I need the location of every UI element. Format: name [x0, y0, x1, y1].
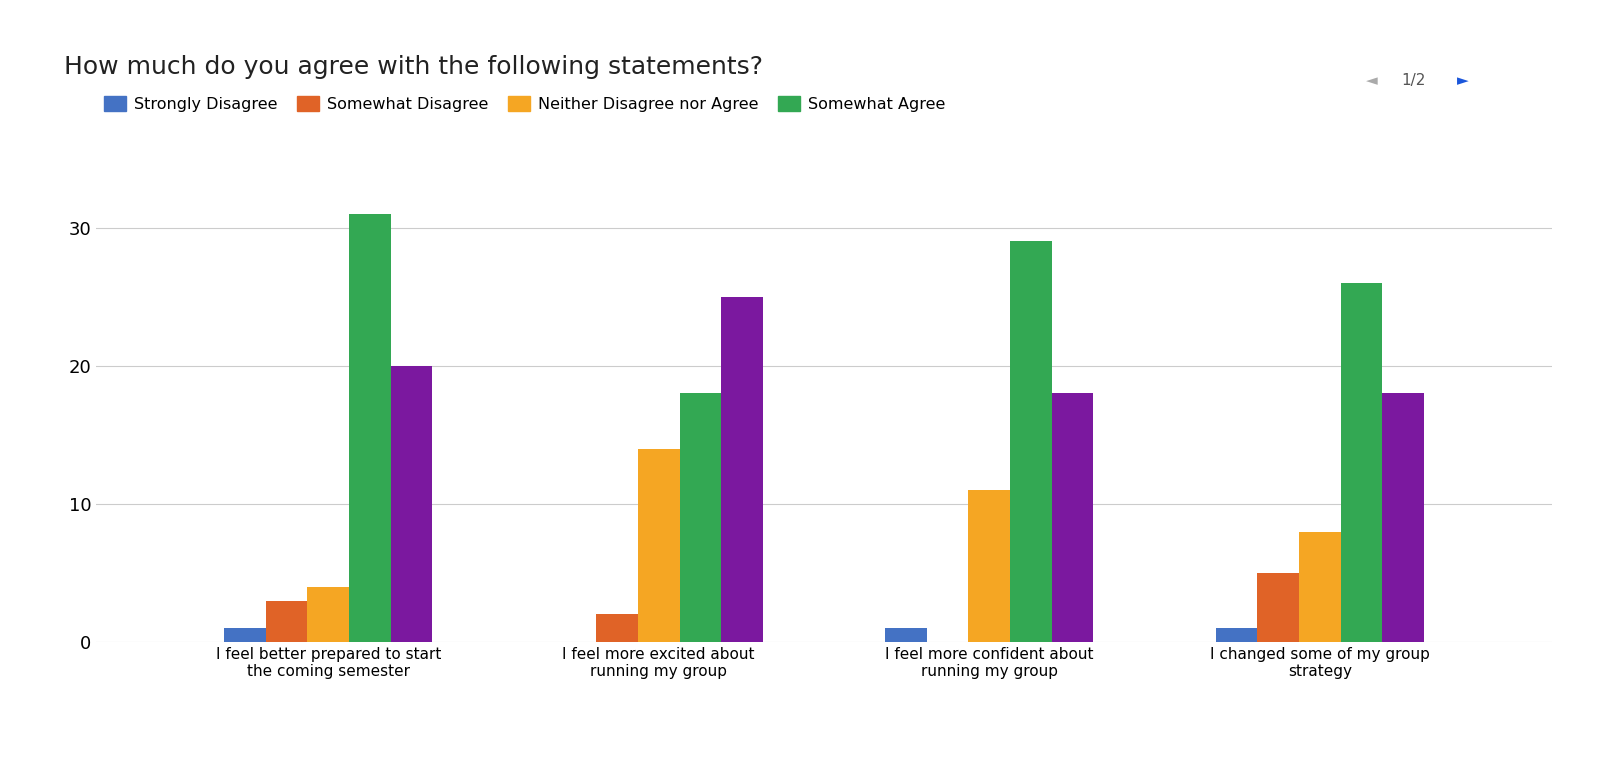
Bar — [680, 393, 722, 642]
Bar — [1051, 393, 1093, 642]
Legend: Strongly Disagree, Somewhat Disagree, Neither Disagree nor Agree, Somewhat Agree: Strongly Disagree, Somewhat Disagree, Ne… — [104, 96, 946, 112]
Bar — [597, 615, 638, 642]
Text: ►: ► — [1458, 73, 1469, 88]
Bar — [1216, 628, 1258, 642]
Bar — [968, 490, 1010, 642]
Bar — [349, 214, 390, 642]
Bar — [638, 449, 680, 642]
Bar — [266, 601, 307, 642]
Text: 1/2: 1/2 — [1402, 73, 1426, 88]
Bar — [390, 366, 432, 642]
Bar — [1299, 532, 1341, 642]
Bar — [885, 628, 926, 642]
Text: How much do you agree with the following statements?: How much do you agree with the following… — [64, 55, 763, 79]
Bar — [307, 586, 349, 642]
Bar — [1341, 283, 1382, 642]
Text: ◄: ◄ — [1365, 73, 1378, 88]
Bar — [1382, 393, 1424, 642]
Bar — [722, 297, 763, 642]
Bar — [1010, 241, 1051, 642]
Bar — [1258, 573, 1299, 642]
Bar — [224, 628, 266, 642]
